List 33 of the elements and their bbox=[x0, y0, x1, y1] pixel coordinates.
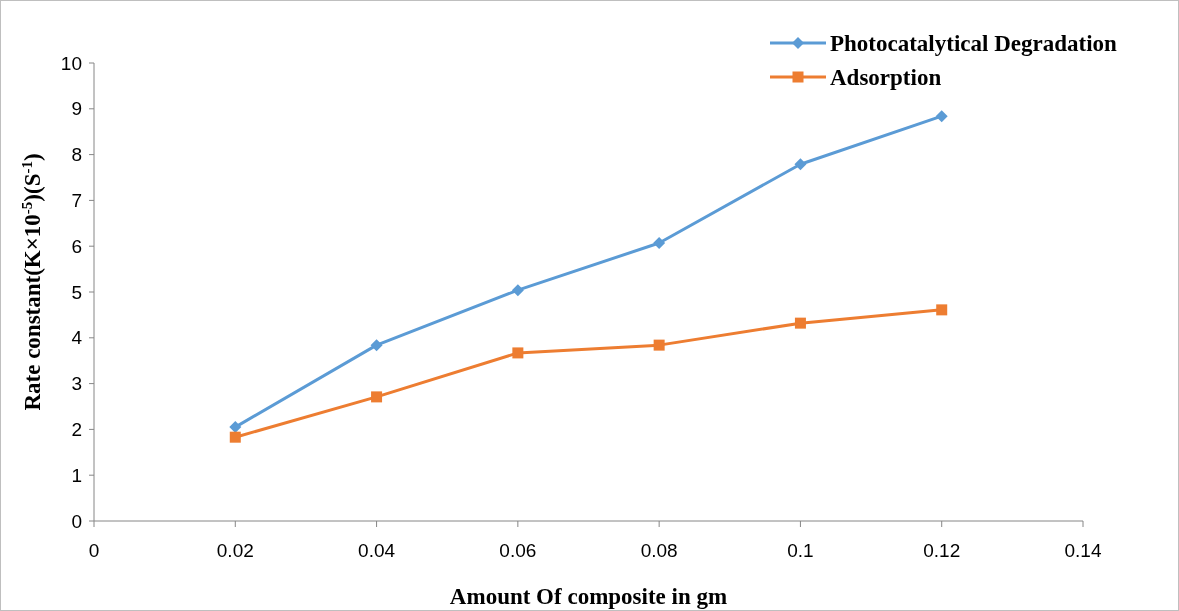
x-tick-label: 0.08 bbox=[640, 540, 678, 561]
point bbox=[653, 236, 666, 249]
x-tick-label: 0.12 bbox=[923, 540, 961, 561]
point bbox=[371, 391, 383, 403]
y-tick-label: 9 bbox=[71, 98, 82, 120]
point bbox=[653, 339, 665, 351]
y-tick-label: 4 bbox=[71, 327, 83, 349]
y-tick-label: 8 bbox=[71, 144, 82, 166]
y-tick-label: 2 bbox=[71, 419, 82, 441]
x-tick-label: 0 bbox=[88, 540, 100, 561]
y-tick-label: 5 bbox=[71, 281, 82, 303]
y-tick-label: 7 bbox=[71, 190, 82, 212]
y-tick-label: 3 bbox=[71, 373, 82, 395]
x-axis-title: Amount Of composite in gm bbox=[449, 584, 728, 609]
x-tick-label: 0.06 bbox=[499, 540, 537, 561]
point bbox=[794, 317, 806, 329]
x-tick-label: 0.14 bbox=[1064, 540, 1102, 561]
legend-label: Adsorption bbox=[830, 65, 942, 91]
point bbox=[229, 431, 241, 443]
legend-label: Photocatalytical Degradation bbox=[830, 31, 1118, 57]
point bbox=[370, 339, 383, 352]
y-tick-label: 6 bbox=[71, 235, 82, 257]
point bbox=[511, 284, 524, 297]
point bbox=[794, 158, 807, 171]
y-tick-label: 10 bbox=[60, 52, 82, 74]
y-tick-label: 0 bbox=[71, 510, 82, 532]
x-tick-label: 0.04 bbox=[358, 540, 396, 561]
y-tick-label: 1 bbox=[71, 464, 82, 486]
point bbox=[935, 110, 948, 123]
point bbox=[512, 347, 524, 359]
x-tick-label: 0.02 bbox=[216, 540, 254, 561]
point bbox=[936, 304, 948, 316]
x-tick-label: 0.1 bbox=[787, 540, 814, 561]
